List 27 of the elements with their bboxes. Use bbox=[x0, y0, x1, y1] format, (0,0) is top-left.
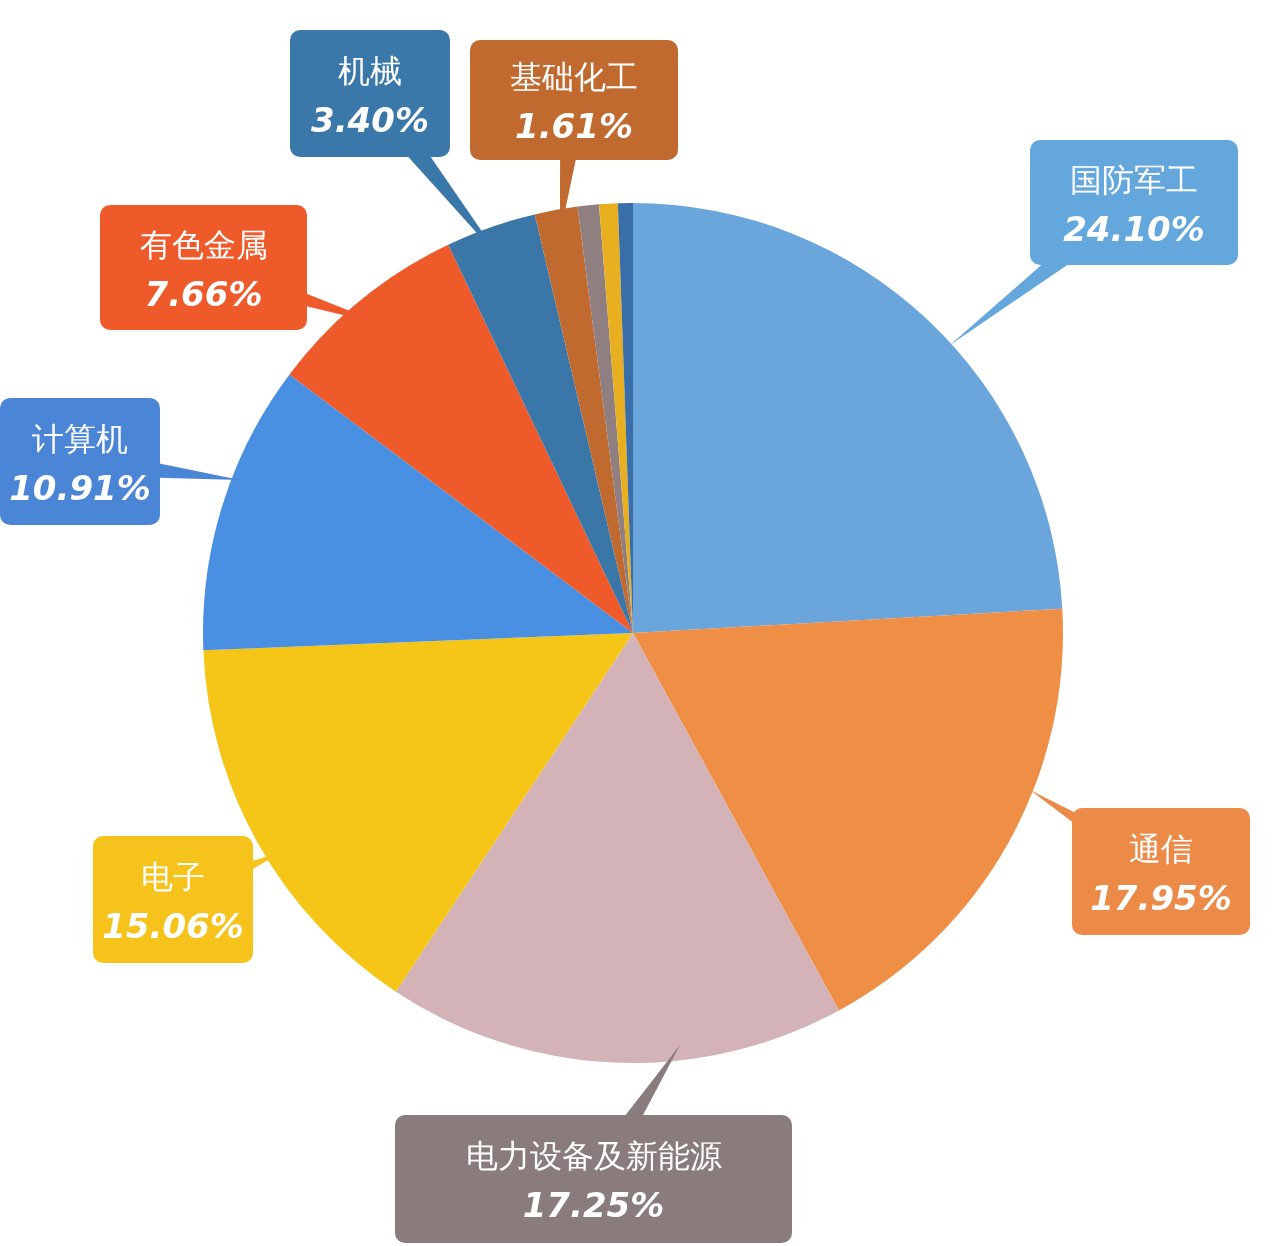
slice-label: 国防军工 bbox=[1070, 160, 1198, 199]
label-callout: 通信 17.95% bbox=[1030, 790, 1250, 935]
data-label: 10.91% bbox=[9, 467, 151, 508]
pie-slice bbox=[633, 608, 1063, 1011]
slice-label: 机械 bbox=[338, 51, 402, 90]
label-callout: 国防军工 24.10% bbox=[950, 140, 1238, 345]
pie-slice bbox=[203, 374, 633, 651]
data-label: 17.95% bbox=[1090, 877, 1232, 918]
slice-label: 计算机 bbox=[32, 419, 128, 458]
data-label: 7.66% bbox=[144, 273, 263, 314]
data-label: 17.25% bbox=[522, 1185, 665, 1225]
slice-label: 电力设备及新能源 bbox=[465, 1137, 722, 1175]
label-callout: 计算机 10.91% bbox=[0, 398, 240, 525]
pie-slice bbox=[289, 244, 633, 633]
slice-label: 通信 bbox=[1129, 829, 1193, 868]
slice-label: 电子 bbox=[141, 857, 205, 896]
data-label: 15.06% bbox=[102, 905, 244, 946]
data-label: 3.40% bbox=[311, 99, 429, 140]
slice-label: 有色金属 bbox=[139, 225, 268, 264]
pie-slice bbox=[633, 203, 1063, 633]
slice-label: 基础化工 bbox=[510, 58, 638, 96]
pie-slice bbox=[448, 214, 633, 633]
pie-slice bbox=[534, 206, 633, 633]
label-callout: 电力设备及新能源 17.25% bbox=[395, 1045, 792, 1243]
data-label: 1.61% bbox=[515, 106, 633, 146]
pie-slice bbox=[395, 633, 839, 1063]
data-label: 24.10% bbox=[1063, 208, 1205, 249]
